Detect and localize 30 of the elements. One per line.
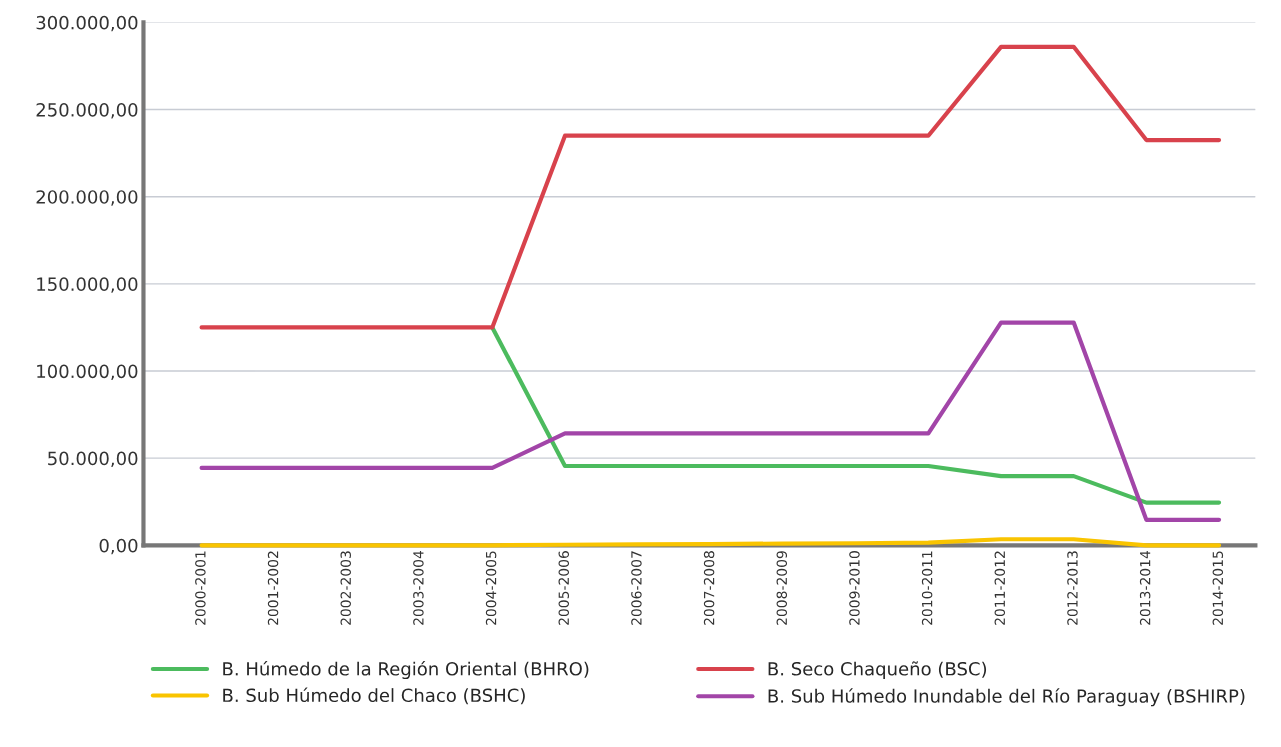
x-tick-label: 2008-2009: [776, 551, 788, 625]
x-tick-label: 2011-2012: [994, 551, 1006, 625]
y-tick-label: 150.000,00: [37, 277, 138, 293]
line-series: [199, 44, 1222, 330]
x-tick-label: 2010-2011: [921, 551, 933, 625]
x-tick-label: 2012-2013: [1067, 551, 1078, 625]
x-tick-label: 2000-2001: [195, 551, 206, 625]
x-tick-label: 2004-2005: [485, 551, 497, 625]
x-tick-label: 2002-2003: [340, 551, 351, 625]
x-tick-label: 2001-2002: [267, 551, 279, 625]
y-tick-label: 0,00: [99, 538, 138, 555]
legend-label: B. Húmedo de la Región Oriental (BHRO): [223, 660, 589, 680]
x-tick-label: 2006-2007: [631, 551, 642, 625]
y-tick-label: 300.000,00: [36, 15, 138, 32]
y-tick-label: 200.000,00: [36, 190, 138, 206]
x-tick-label: 2007-2008: [703, 551, 715, 625]
legend-label: B. Sub Húmedo Inundable del Río Paraguay (BSHIRP): [768, 688, 1245, 707]
x-tick-label: 2005-2006: [558, 551, 570, 625]
x-tick-label: 2014-2015: [1212, 551, 1224, 625]
y-tick-label: 250.000,00: [36, 103, 138, 119]
line-series: [199, 537, 1222, 548]
y-tick-label: 100.000,00: [37, 364, 138, 380]
x-tick-label: 2003-2004: [413, 550, 424, 625]
legend-label: B. Sub Húmedo del Chaco (BSHC): [223, 687, 525, 705]
x-tick-label: 2009-2010: [849, 551, 860, 625]
x-tick-label: 2013-2014: [1139, 550, 1151, 625]
line-series: [199, 320, 1222, 522]
line-series: [490, 325, 1222, 505]
y-tick-label: 50.000,00: [48, 451, 138, 468]
legend-label: B. Seco Chaqueño (BSC): [768, 661, 987, 680]
